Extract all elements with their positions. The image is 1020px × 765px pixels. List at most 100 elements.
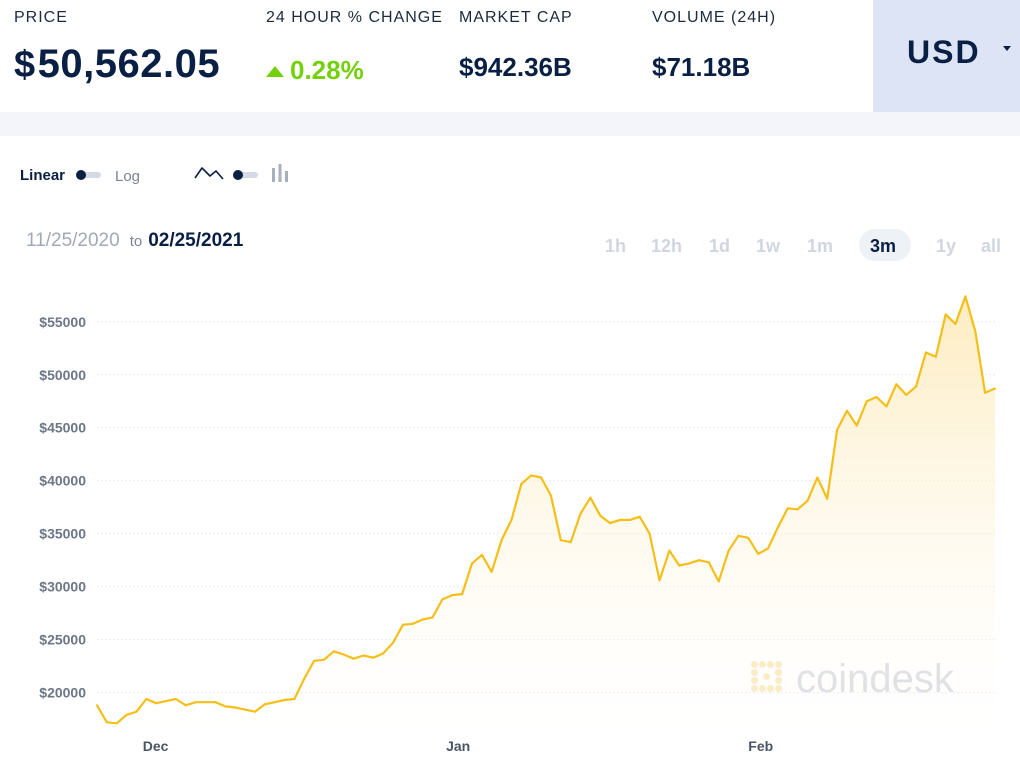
price-point — [332, 650, 335, 653]
timeframe-1m[interactable]: 1m — [807, 236, 834, 256]
divider-strip — [0, 112, 1020, 136]
bar-chart-icon[interactable] — [270, 163, 290, 183]
price-point — [954, 322, 957, 325]
price-point — [549, 494, 552, 497]
timeframe-12h[interactable]: 12h — [651, 236, 683, 256]
chart-type-toggle — [194, 162, 294, 186]
price-point — [342, 653, 345, 656]
scale-log-label[interactable]: Log — [115, 168, 141, 185]
price-point — [836, 428, 839, 431]
price-point — [313, 659, 316, 662]
price-point — [303, 677, 306, 680]
change-label: 24 HOUR % CHANGE — [266, 9, 443, 26]
price-point — [105, 721, 108, 724]
price-point — [796, 508, 799, 511]
y-tick-label: $25000 — [39, 632, 86, 648]
volume-value: $71.18B — [652, 52, 751, 82]
toggle-knob — [233, 170, 243, 180]
price-point — [924, 351, 927, 354]
price-point — [698, 559, 700, 562]
y-tick-label: $30000 — [39, 579, 86, 595]
price-point — [648, 532, 651, 535]
chart-type-switch[interactable] — [233, 170, 258, 180]
price-point — [441, 598, 444, 601]
date-range-to-word: to — [129, 233, 143, 250]
price-chart[interactable]: $20000 $25000 $30000 $35000 $40000 $45000 $500… — [0, 270, 1020, 765]
price-point — [737, 534, 740, 537]
price-point — [244, 708, 246, 711]
price-point — [253, 710, 256, 713]
price-point — [905, 393, 908, 396]
scale-toggle-switch[interactable] — [76, 170, 101, 180]
scale-linear-label[interactable]: Linear — [20, 167, 66, 184]
price-point — [392, 641, 394, 644]
price-point — [510, 518, 513, 521]
price-point — [145, 698, 148, 700]
price-point — [155, 702, 158, 705]
price-point — [994, 387, 996, 390]
change-percent: 0.28% — [290, 55, 364, 85]
price-point — [540, 476, 543, 479]
price-point — [135, 710, 138, 713]
price-point — [362, 654, 365, 657]
currency-selector[interactable]: USD — [873, 0, 1020, 112]
date-range: 11/25/2020 to 02/25/2021 — [26, 230, 243, 252]
price-point — [855, 424, 858, 427]
price-point — [599, 514, 602, 517]
price-point — [382, 652, 385, 655]
timeframe-1w[interactable]: 1w — [756, 236, 781, 256]
price-point — [520, 482, 523, 485]
price-point — [579, 512, 582, 515]
price-point — [411, 622, 414, 625]
price-value: $50,562.05 — [14, 42, 220, 87]
price-point — [273, 701, 276, 704]
price-point — [451, 594, 454, 597]
timeframe-3m[interactable]: 3m — [859, 229, 911, 261]
price-point — [234, 706, 237, 709]
price-point — [214, 701, 217, 704]
price-point — [826, 497, 829, 500]
timeframe-1h[interactable]: 1h — [605, 236, 627, 256]
price-point — [934, 355, 937, 358]
y-tick-label: $35000 — [39, 526, 86, 542]
date-range-from[interactable]: 11/25/2020 — [26, 230, 120, 251]
price-point — [984, 391, 987, 394]
volume-label: VOLUME (24H) — [652, 9, 777, 26]
price-point — [757, 552, 760, 555]
price-point — [352, 657, 355, 660]
price-point — [668, 549, 671, 552]
price-point — [263, 703, 266, 706]
change-value: 0.28% — [266, 55, 364, 86]
price-point — [974, 330, 977, 333]
toggle-knob — [76, 170, 86, 180]
price-point — [125, 713, 128, 716]
price-point — [471, 562, 473, 565]
price-point — [174, 698, 177, 700]
price-point — [895, 383, 898, 386]
line-chart-icon[interactable] — [194, 164, 224, 182]
price-point — [619, 518, 621, 521]
price-points — [96, 295, 996, 725]
price-currency-symbol: $ — [14, 44, 36, 86]
price-point — [846, 409, 848, 412]
timeframe-all[interactable]: all — [981, 236, 1002, 256]
price-label: PRICE — [14, 9, 68, 26]
timeframe-1d[interactable]: 1d — [709, 236, 731, 256]
price-point — [323, 658, 325, 661]
price-point — [747, 536, 750, 539]
price-point — [865, 400, 868, 403]
price-point — [115, 722, 118, 725]
price-point — [786, 507, 789, 510]
timeframe-1y[interactable]: 1y — [936, 236, 957, 256]
stats-bar: PRICE $50,562.05 24 HOUR % CHANGE 0.28% … — [0, 0, 873, 112]
price-point — [283, 699, 286, 701]
price-point — [767, 547, 769, 550]
market-cap-value: $942.36B — [459, 52, 572, 82]
price-point — [293, 698, 296, 700]
price-point — [461, 593, 464, 596]
x-tick-label: Feb — [748, 738, 773, 754]
price-amount: 50,562.05 — [37, 42, 221, 86]
y-tick-label: $45000 — [39, 420, 86, 436]
date-range-to[interactable]: 02/25/2021 — [148, 230, 244, 251]
price-point — [885, 405, 888, 408]
